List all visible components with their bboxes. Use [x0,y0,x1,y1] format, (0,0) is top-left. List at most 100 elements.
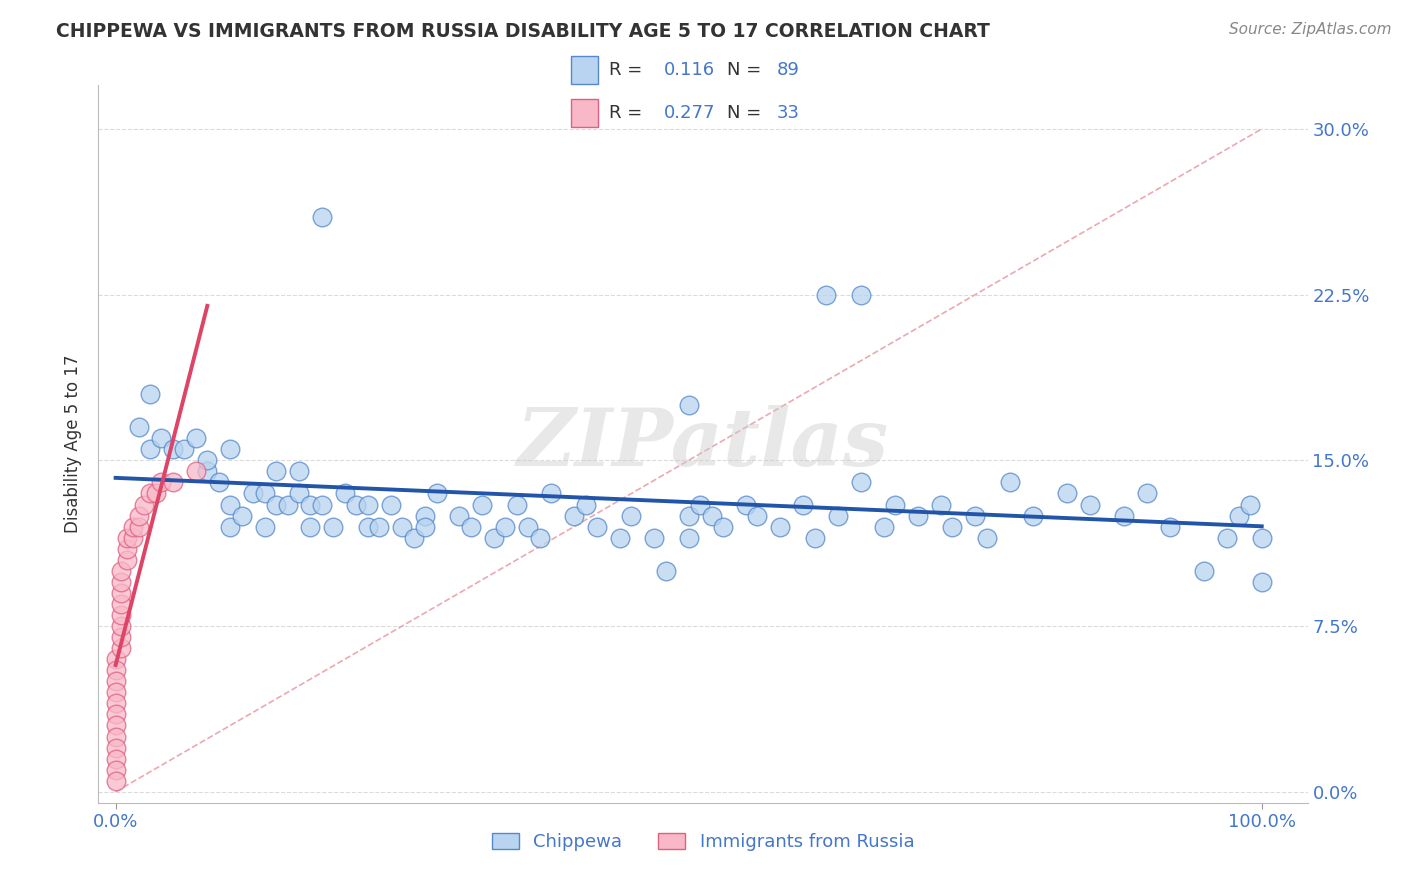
Point [849,475,872,490]
Text: N =: N = [727,104,766,122]
Point [145,486,167,500]
Point [184,431,207,445]
Point [288,464,311,478]
Point [104,707,127,722]
Point [792,498,814,512]
Point [253,486,276,500]
Point [815,287,838,301]
Point [104,685,127,699]
Point [976,531,998,545]
Point [311,211,333,225]
Text: R =: R = [609,104,648,122]
Point [402,531,425,545]
Point [391,519,413,533]
Point [586,519,609,533]
Point [562,508,585,523]
Point [208,475,231,490]
Point [517,519,540,533]
Point [965,508,987,523]
Point [540,486,562,500]
Point [357,519,380,533]
Text: Source: ZipAtlas.com: Source: ZipAtlas.com [1229,22,1392,37]
Point [620,508,643,523]
Point [907,508,929,523]
Bar [571,56,598,84]
Point [311,498,333,512]
Point [110,597,132,611]
Point [110,641,132,656]
Point [1194,564,1216,578]
Point [998,475,1021,490]
Point [482,531,505,545]
Point [1021,508,1043,523]
Point [368,519,391,533]
Point [884,498,907,512]
Point [506,498,529,512]
Text: CHIPPEWA VS IMMIGRANTS FROM RUSSIA DISABILITY AGE 5 TO 17 CORRELATION CHART: CHIPPEWA VS IMMIGRANTS FROM RUSSIA DISAB… [56,22,990,41]
Text: R =: R = [609,61,648,78]
Point [162,442,184,457]
Point [110,586,132,600]
Point [219,498,242,512]
Point [1250,574,1272,589]
Point [1078,498,1101,512]
Point [115,553,138,567]
Point [678,398,700,412]
Bar [571,99,598,127]
Point [128,508,150,523]
Text: 89: 89 [776,61,799,78]
Point [104,718,127,732]
Text: N =: N = [727,61,766,78]
Point [1056,486,1078,500]
Point [288,486,311,500]
Point [929,498,952,512]
Point [110,619,132,633]
Point [128,420,150,434]
Point [425,486,447,500]
Point [128,519,150,533]
Point [264,498,287,512]
Point [162,475,184,490]
Point [529,531,551,545]
Point [173,442,195,457]
Point [678,508,700,523]
Text: ZIPatlas: ZIPatlas [517,405,889,483]
Point [574,498,596,512]
Text: 0.277: 0.277 [664,104,716,122]
Point [655,564,678,578]
Point [460,519,482,533]
Point [121,519,143,533]
Point [827,508,849,523]
Point [609,531,631,545]
Point [104,751,127,765]
Point [121,531,143,545]
Point [104,697,127,711]
Point [380,498,402,512]
Point [139,442,162,457]
Point [413,519,436,533]
Point [494,519,516,533]
Point [115,531,138,545]
Point [735,498,758,512]
Point [322,519,344,533]
Point [1239,498,1261,512]
Point [139,486,162,500]
Point [134,498,156,512]
Point [277,498,299,512]
Legend: Chippewa, Immigrants from Russia: Chippewa, Immigrants from Russia [485,826,921,858]
Point [104,740,127,755]
Point [357,498,380,512]
Text: 0.116: 0.116 [664,61,716,78]
Point [333,486,356,500]
Point [299,498,322,512]
Point [643,531,665,545]
Point [110,630,132,644]
Point [747,508,769,523]
Point [1114,508,1136,523]
Point [700,508,723,523]
Point [195,464,218,478]
Point [242,486,264,500]
Point [264,464,287,478]
Point [195,453,218,467]
Point [219,442,242,457]
